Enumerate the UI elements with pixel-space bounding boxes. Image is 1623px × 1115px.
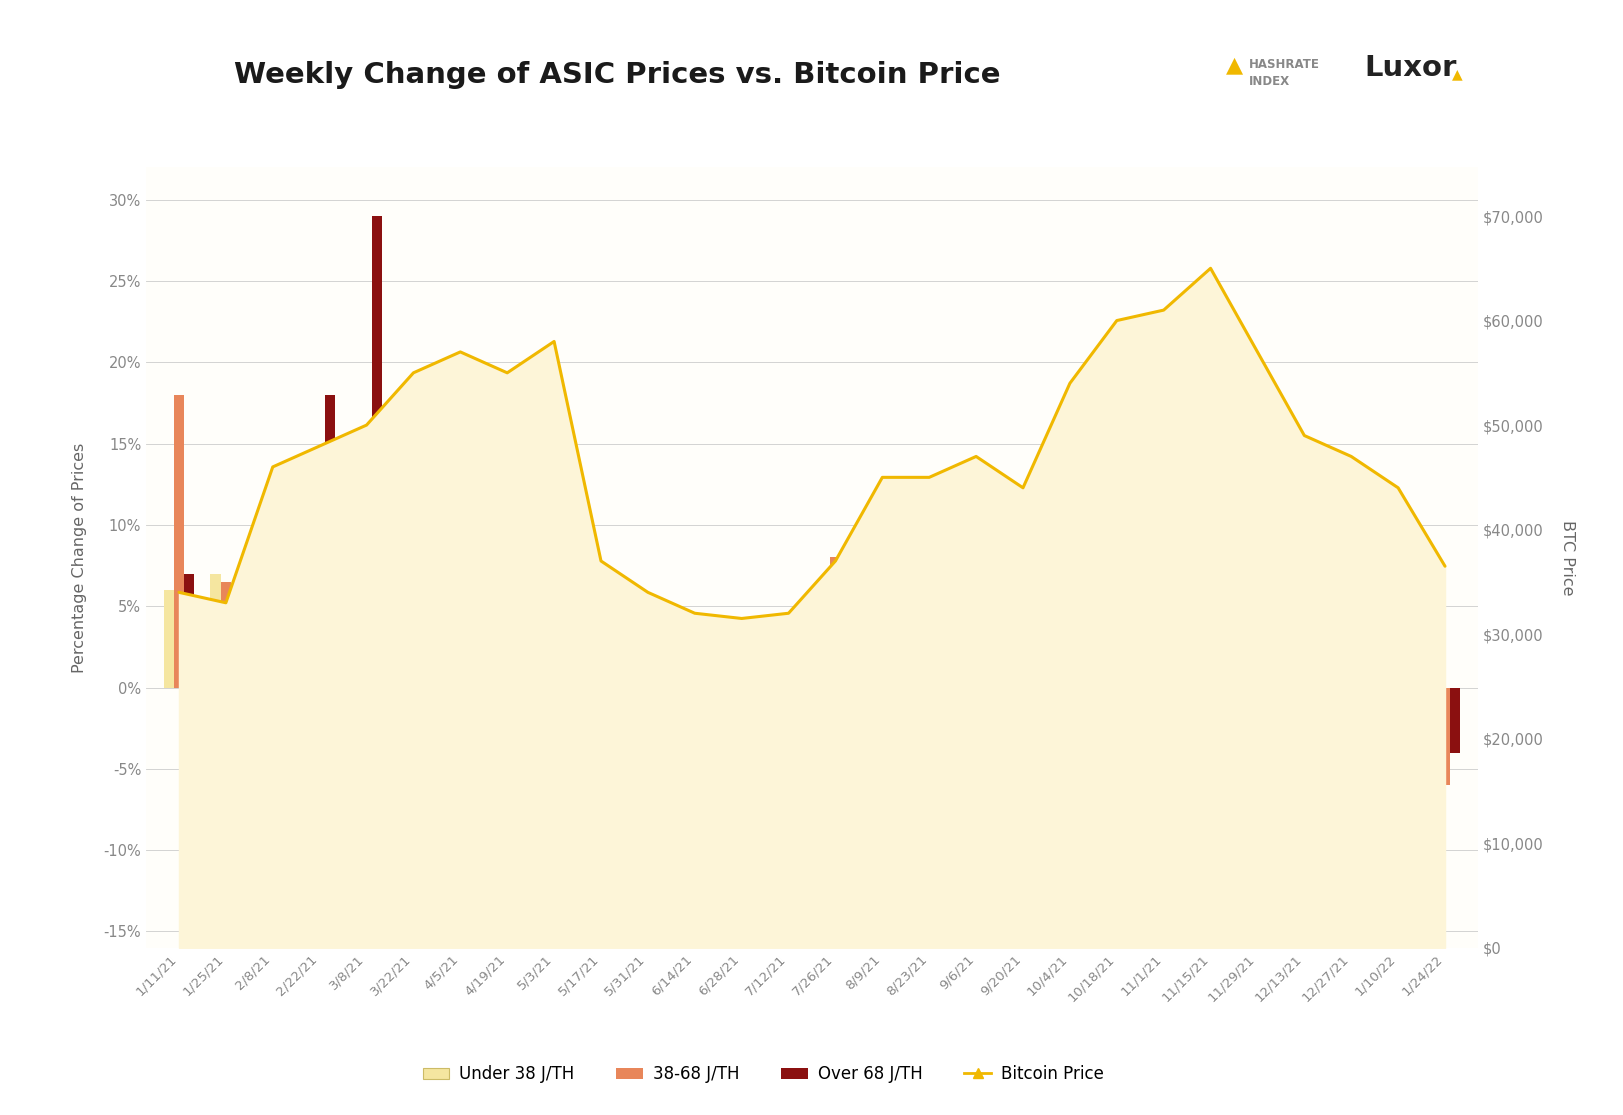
Bar [1074,688,1084,859]
Text: HASHRATE
INDEX: HASHRATE INDEX [1248,58,1319,88]
Bar [980,565,992,688]
Bar [1251,647,1261,688]
Bar [1449,688,1459,753]
Bar [596,598,605,688]
Bar [867,639,876,688]
Text: Luxor: Luxor [1363,54,1456,81]
Bar [164,590,174,688]
Bar [1428,688,1440,696]
Bar [605,688,617,793]
Bar [174,395,183,688]
Bar [1345,679,1355,688]
Bar [1121,346,1131,688]
Bar [961,622,971,688]
Bar [511,501,523,688]
Bar [914,622,923,688]
Bar [690,688,700,753]
Bar [1195,647,1204,688]
Bar [829,558,841,688]
Bar [747,688,756,874]
Bar [1053,631,1065,688]
Bar [1402,688,1412,769]
Bar [1381,688,1393,696]
Bar [315,525,325,688]
Bar [1112,647,1121,688]
Bar [230,688,242,785]
Bar [1242,656,1251,688]
Bar [1027,688,1037,777]
Bar [211,574,221,688]
Bar [1169,558,1178,688]
Text: ▲: ▲ [1225,56,1243,76]
Bar [304,647,315,688]
Bar [876,517,886,688]
Bar [558,541,570,688]
Bar [841,688,850,850]
Bar [183,574,195,688]
Bar [1393,688,1402,712]
Bar [773,688,782,704]
Bar [643,688,652,793]
Bar [407,558,419,688]
Bar [268,508,278,688]
Bar [419,436,428,688]
Bar [782,688,794,802]
Bar [1261,688,1272,785]
Bar [1147,663,1157,688]
Y-axis label: BTC Price: BTC Price [1560,520,1574,595]
Bar [466,558,476,688]
Bar [652,688,662,859]
Bar [256,647,268,688]
Bar [1298,679,1308,688]
Bar [454,525,466,688]
Bar [820,622,829,688]
Bar [794,688,803,899]
Text: ▲: ▲ [1451,67,1462,81]
Bar [1308,688,1319,777]
Bar [539,558,549,688]
Bar [1018,671,1027,688]
Bar [631,688,643,704]
Bar [1216,607,1225,688]
Bar [549,590,558,688]
Bar [1289,671,1298,688]
Bar [971,550,980,688]
Bar [1440,688,1449,785]
Bar [1355,688,1367,931]
Bar [445,558,454,688]
Bar [1157,647,1169,688]
Bar [372,216,381,688]
Text: Weekly Change of ASIC Prices vs. Bitcoin Price: Weekly Change of ASIC Prices vs. Bitcoin… [234,61,1000,89]
Bar [586,558,596,688]
Bar [502,550,513,688]
Bar [221,582,230,688]
Bar [1100,647,1112,688]
Bar [886,525,898,688]
Bar [1006,671,1018,688]
Bar [737,688,747,793]
Bar [700,688,709,874]
Bar [678,688,690,704]
Bar [362,550,372,688]
Legend: Under 38 J/TH, 38-68 J/TH, Over 68 J/TH, Bitcoin Price: Under 38 J/TH, 38-68 J/TH, Over 68 J/TH,… [415,1058,1110,1090]
Bar [325,395,334,688]
Bar [1204,647,1216,688]
Bar [278,476,287,688]
Bar [492,558,502,688]
Bar [725,688,737,704]
Bar [923,541,933,688]
Y-axis label: Percentage Change of Prices: Percentage Change of Prices [71,443,86,672]
Bar [933,631,945,688]
